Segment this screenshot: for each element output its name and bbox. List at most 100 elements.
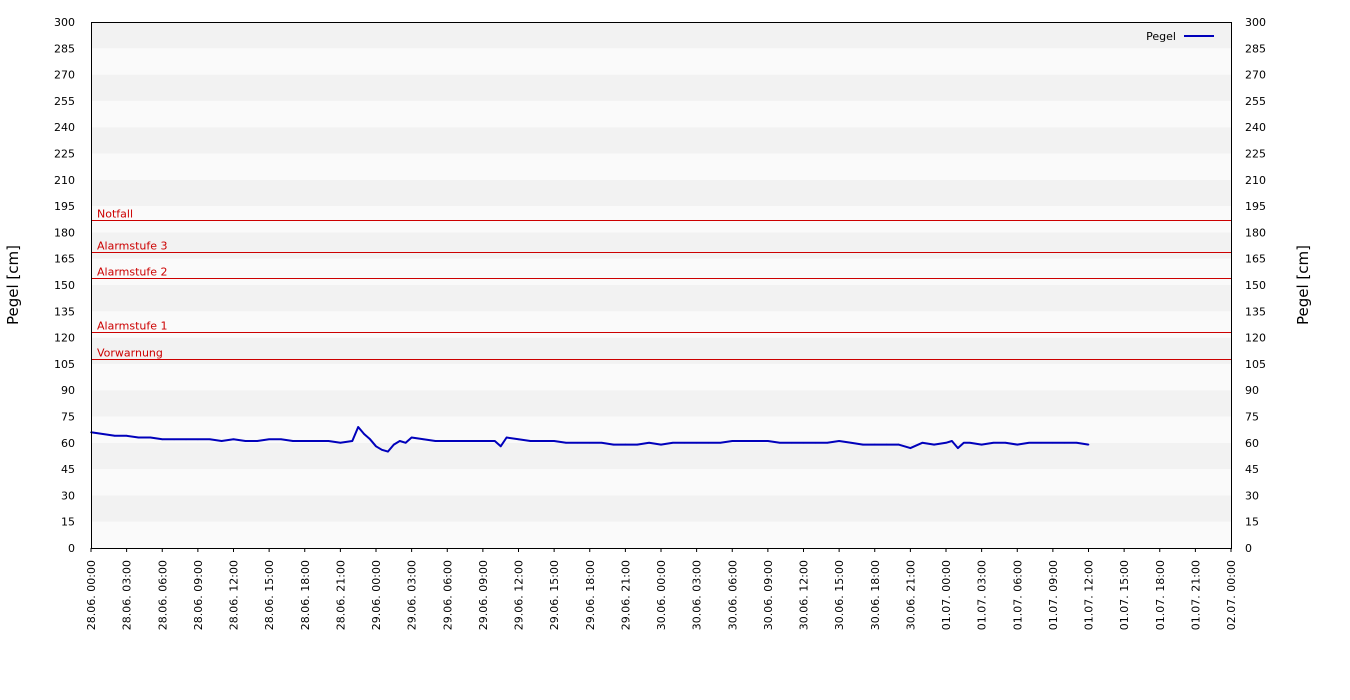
y-tick-label-right: 30 bbox=[1245, 489, 1259, 502]
data-point bbox=[951, 440, 953, 442]
grid-band bbox=[91, 48, 1231, 75]
data-point bbox=[220, 440, 223, 442]
data-point bbox=[660, 443, 662, 446]
x-tick-label: 30.06. 12:00 bbox=[798, 560, 811, 630]
y-tick-label-left: 150 bbox=[54, 279, 75, 292]
grid-band bbox=[91, 179, 1231, 207]
data-point bbox=[802, 442, 805, 444]
grid-band bbox=[91, 311, 1231, 338]
y-tick-label-left: 225 bbox=[54, 148, 75, 161]
y-tick-label-left: 45 bbox=[61, 463, 75, 476]
data-point bbox=[565, 442, 567, 444]
data-point bbox=[280, 438, 282, 441]
y-axis-left: 0 15 30 45 60 75 90 105 120 135 150 165 180 195 210 225… bbox=[54, 16, 75, 555]
y-tick-label-right: 210 bbox=[1245, 174, 1266, 187]
data-point bbox=[351, 440, 354, 442]
data-point bbox=[304, 440, 306, 442]
threshold-label: Notfall bbox=[97, 208, 133, 221]
grid-band bbox=[91, 22, 1231, 49]
x-tick-label: 29.06. 06:00 bbox=[441, 560, 454, 630]
grid-band bbox=[91, 521, 1231, 548]
data-point bbox=[1016, 443, 1019, 446]
y-tick-label-right: 0 bbox=[1245, 542, 1252, 555]
grid-band bbox=[91, 495, 1231, 522]
data-point bbox=[921, 442, 924, 444]
data-point bbox=[1040, 442, 1042, 444]
data-point bbox=[731, 440, 734, 442]
x-tick-label: 28.06. 09:00 bbox=[192, 560, 205, 630]
y-tick-label-left: 75 bbox=[61, 411, 75, 424]
data-point bbox=[399, 440, 401, 442]
data-point bbox=[494, 440, 496, 442]
grid-band bbox=[91, 363, 1231, 391]
data-point bbox=[410, 436, 413, 439]
data-point bbox=[897, 443, 900, 446]
x-tick-label: 30.06. 21:00 bbox=[904, 560, 917, 630]
legend: Pegel bbox=[1146, 30, 1214, 43]
data-point bbox=[446, 440, 449, 442]
grid-band bbox=[91, 74, 1231, 101]
data-point bbox=[1004, 442, 1007, 444]
grid-band bbox=[91, 232, 1231, 259]
x-tick-label: 30.06. 03:00 bbox=[691, 560, 704, 630]
x-tick-label: 29.06. 12:00 bbox=[513, 560, 526, 630]
y-tick-label-right: 195 bbox=[1245, 200, 1266, 213]
grid-band bbox=[91, 285, 1231, 312]
data-point bbox=[363, 433, 365, 435]
x-tick-label: 29.06. 21:00 bbox=[619, 560, 632, 630]
x-tick-label: 28.06. 06:00 bbox=[156, 560, 169, 630]
data-point bbox=[381, 449, 383, 451]
data-point bbox=[339, 442, 342, 444]
data-point bbox=[161, 438, 164, 441]
data-point bbox=[137, 436, 140, 439]
data-point bbox=[244, 440, 247, 442]
data-point bbox=[767, 440, 769, 442]
y-tick-label-left: 105 bbox=[54, 358, 75, 371]
data-point bbox=[529, 440, 532, 442]
data-point bbox=[393, 443, 395, 446]
y-tick-label-right: 15 bbox=[1245, 516, 1259, 529]
grid-band bbox=[91, 206, 1231, 233]
data-point bbox=[814, 442, 817, 444]
data-point bbox=[1028, 442, 1030, 444]
x-axis: 28.06. 00:00 28.06. 03:00 28.06. 06:00 28.0… bbox=[85, 548, 1238, 630]
data-point bbox=[499, 445, 502, 448]
x-tick-label: 30.06. 18:00 bbox=[869, 560, 882, 630]
grid-band bbox=[91, 442, 1231, 470]
x-tick-label: 28.06. 21:00 bbox=[334, 560, 347, 630]
y-tick-label-left: 180 bbox=[54, 226, 75, 239]
data-point bbox=[672, 442, 674, 444]
data-point bbox=[114, 435, 116, 437]
data-point bbox=[909, 447, 912, 449]
data-point bbox=[292, 440, 294, 442]
data-point bbox=[470, 440, 472, 442]
x-tick-label: 01.07. 03:00 bbox=[976, 560, 989, 630]
data-point bbox=[209, 438, 211, 441]
series-layer bbox=[90, 426, 1090, 453]
data-point bbox=[963, 442, 965, 444]
data-point bbox=[173, 438, 175, 441]
grid-band bbox=[91, 100, 1231, 128]
data-point bbox=[684, 442, 686, 444]
y-tick-label-right: 90 bbox=[1245, 384, 1259, 397]
data-point bbox=[315, 440, 318, 442]
data-point bbox=[387, 450, 389, 453]
grid-band bbox=[91, 416, 1231, 443]
data-point bbox=[957, 447, 959, 449]
data-point bbox=[1052, 442, 1054, 444]
x-tick-label: 28.06. 15:00 bbox=[263, 560, 276, 630]
data-point bbox=[458, 440, 460, 442]
y-axis-right: 0 15 30 45 60 75 90 105 120 135 150 165 180 195 210 225… bbox=[1245, 16, 1266, 555]
y-tick-label-right: 150 bbox=[1245, 279, 1266, 292]
data-point bbox=[197, 438, 199, 441]
y-tick-label-left: 0 bbox=[68, 542, 75, 555]
data-point bbox=[422, 438, 425, 441]
y-tick-label-right: 45 bbox=[1245, 463, 1259, 476]
data-point bbox=[885, 443, 888, 446]
y-tick-label-right: 75 bbox=[1245, 411, 1259, 424]
data-point bbox=[327, 440, 330, 442]
data-point bbox=[790, 442, 793, 444]
y-tick-label-right: 165 bbox=[1245, 253, 1266, 266]
x-tick-label: 30.06. 06:00 bbox=[726, 560, 739, 630]
data-point bbox=[612, 443, 615, 446]
